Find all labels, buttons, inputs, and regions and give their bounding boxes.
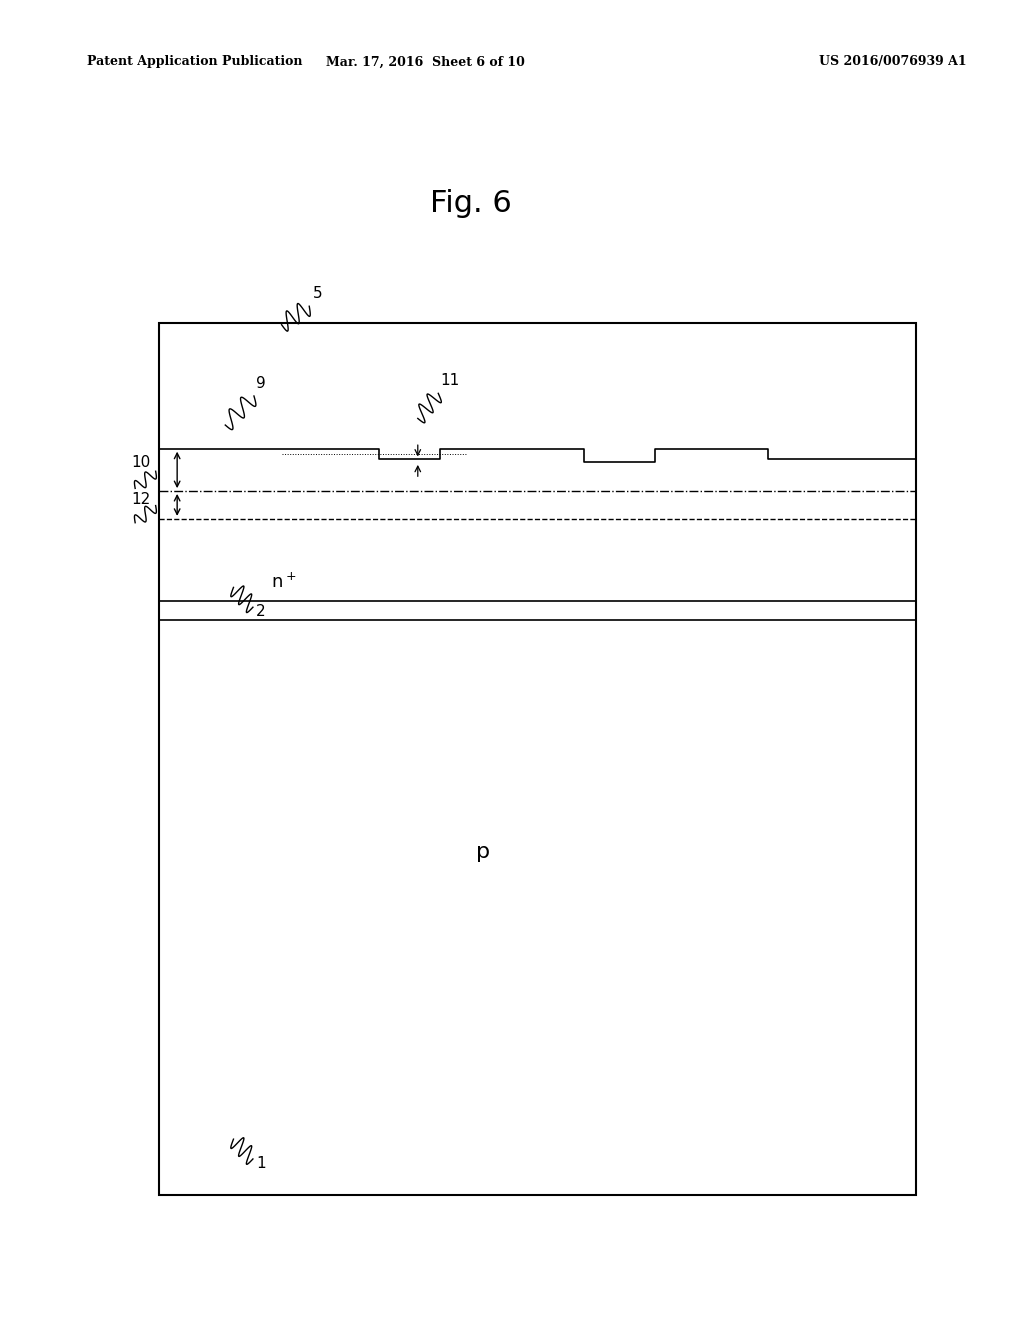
Text: Mar. 17, 2016  Sheet 6 of 10: Mar. 17, 2016 Sheet 6 of 10: [326, 55, 524, 69]
Text: p: p: [476, 842, 490, 862]
Text: n$^+$: n$^+$: [271, 572, 297, 591]
Text: 5: 5: [313, 286, 323, 301]
Text: Patent Application Publication: Patent Application Publication: [87, 55, 302, 69]
Text: Fig. 6: Fig. 6: [430, 189, 512, 218]
Text: 1: 1: [256, 1156, 265, 1171]
Text: 10: 10: [131, 455, 151, 470]
Text: 11: 11: [440, 374, 460, 388]
Text: US 2016/0076939 A1: US 2016/0076939 A1: [819, 55, 967, 69]
Text: 12: 12: [131, 492, 151, 507]
Text: 9: 9: [256, 376, 266, 391]
Bar: [159, 323, 916, 1195]
Text: 2: 2: [256, 605, 265, 619]
